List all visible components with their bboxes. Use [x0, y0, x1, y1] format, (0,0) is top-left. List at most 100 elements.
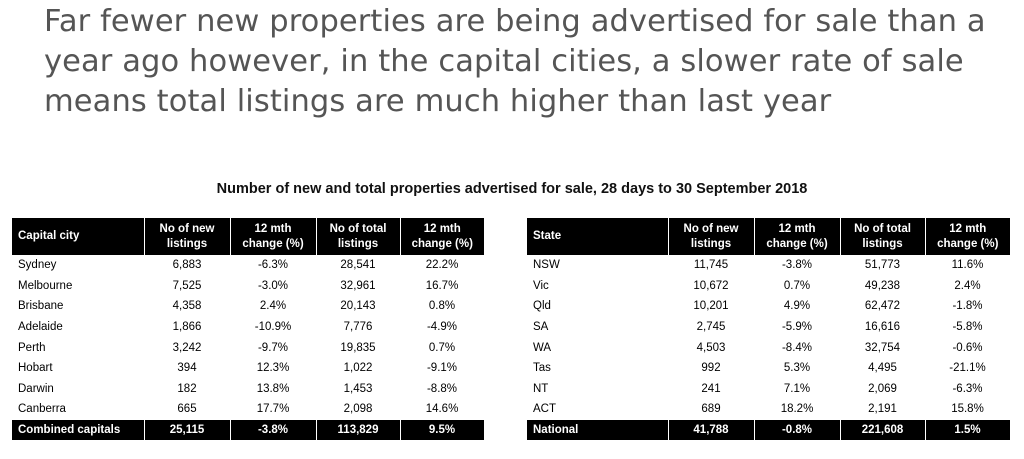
total-total-listings-change: 1.5%	[925, 419, 1011, 441]
table-row: ACT 689 18.2% 2,191 15.8%	[527, 399, 1011, 420]
header-new-listings-change: 12 mth change (%)	[754, 218, 841, 255]
total-new-listings: 25,115	[144, 419, 231, 441]
cell-total-listings: 1,022	[316, 357, 401, 379]
cell-new-listings: 4,358	[144, 296, 231, 317]
table-row: Perth 3,242 -9.7% 19,835 0.7%	[12, 337, 485, 358]
header-total-listings-change: 12 mth change (%)	[925, 218, 1010, 255]
cell-total-listings-change: -0.6%	[925, 337, 1011, 358]
cell-new-listings-change: 13.8%	[230, 378, 317, 400]
header-new-listings: No of new listings	[668, 218, 755, 255]
total-row: Combined capitals 25,115 -3.8% 113,829 9.5%	[12, 419, 485, 441]
cell-new-listings-change: 5.3%	[754, 357, 841, 379]
total-new-listings: 41,788	[668, 419, 755, 441]
cell-region: NT	[527, 378, 669, 400]
total-total-listings: 113,829	[316, 419, 401, 441]
total-region: National	[527, 419, 669, 441]
cell-new-listings-change: 17.7%	[230, 399, 317, 420]
cell-new-listings: 4,503	[668, 337, 755, 358]
cell-new-listings: 1,866	[144, 316, 231, 338]
cell-region: NSW	[527, 255, 669, 276]
table-row: WA 4,503 -8.4% 32,754 -0.6%	[527, 337, 1011, 358]
cell-new-listings-change: 18.2%	[754, 399, 841, 420]
header-total-listings: No of total listings	[316, 218, 401, 255]
table-row: Vic 10,672 0.7% 49,238 2.4%	[527, 275, 1011, 297]
total-region: Combined capitals	[12, 419, 145, 441]
header-total-listings: No of total listings	[840, 218, 926, 255]
cell-new-listings-change: -9.7%	[230, 337, 317, 358]
table-row: Brisbane 4,358 2.4% 20,143 0.8%	[12, 296, 485, 317]
cell-new-listings: 182	[144, 378, 231, 400]
cell-region: SA	[527, 316, 669, 338]
cell-region: Canberra	[12, 399, 145, 420]
cell-total-listings-change: -4.9%	[400, 316, 485, 338]
table-row: Tas 992 5.3% 4,495 -21.1%	[527, 357, 1011, 379]
total-total-listings: 221,608	[840, 419, 926, 441]
table-row: Melbourne 7,525 -3.0% 32,961 16.7%	[12, 275, 485, 297]
capital-city-table: Capital city No of new listings 12 mth cha…	[12, 218, 485, 441]
cell-region: Sydney	[12, 255, 145, 276]
cell-new-listings-change: -10.9%	[230, 316, 317, 338]
table-row: SA 2,745 -5.9% 16,616 -5.8%	[527, 316, 1011, 338]
cell-region: Adelaide	[12, 316, 145, 338]
cell-region: Melbourne	[12, 275, 145, 297]
cell-new-listings: 11,745	[668, 255, 755, 276]
cell-new-listings-change: 2.4%	[230, 296, 317, 317]
cell-new-listings: 241	[668, 378, 755, 400]
cell-total-listings: 1,453	[316, 378, 401, 400]
cell-new-listings-change: -6.3%	[230, 255, 317, 276]
total-new-listings-change: -0.8%	[754, 419, 841, 441]
cell-new-listings: 10,201	[668, 296, 755, 317]
cell-total-listings-change: 22.2%	[400, 255, 485, 276]
headline: Far fewer new properties are being adver…	[44, 4, 986, 119]
total-new-listings-change: -3.8%	[230, 419, 317, 441]
cell-total-listings-change: 2.4%	[925, 275, 1011, 297]
cell-new-listings-change: -3.8%	[754, 255, 841, 276]
cell-region: Tas	[527, 357, 669, 379]
cell-new-listings: 3,242	[144, 337, 231, 358]
table-row: Qld 10,201 4.9% 62,472 -1.8%	[527, 296, 1011, 317]
cell-total-listings-change: 0.8%	[400, 296, 485, 317]
table-subtitle: Number of new and total properties adver…	[216, 181, 808, 197]
cell-region: WA	[527, 337, 669, 358]
table-header-row: Capital city No of new listings 12 mth cha…	[12, 218, 484, 255]
cell-total-listings: 16,616	[840, 316, 926, 338]
cell-total-listings: 19,835	[316, 337, 401, 358]
cell-new-listings-change: 0.7%	[754, 275, 841, 297]
cell-new-listings: 992	[668, 357, 755, 379]
table-row: Darwin 182 13.8% 1,453 -8.8%	[12, 378, 485, 400]
table-row: Hobart 394 12.3% 1,022 -9.1%	[12, 357, 485, 379]
cell-region: Darwin	[12, 378, 145, 400]
cell-total-listings: 2,069	[840, 378, 926, 400]
cell-region: ACT	[527, 399, 669, 420]
header-new-listings: No of new listings	[144, 218, 231, 255]
cell-total-listings-change: -9.1%	[400, 357, 485, 379]
table-row: Canberra 665 17.7% 2,098 14.6%	[12, 399, 485, 420]
cell-total-listings-change: 16.7%	[400, 275, 485, 297]
cell-total-listings-change: 11.6%	[925, 255, 1011, 276]
cell-total-listings: 2,098	[316, 399, 401, 420]
cell-total-listings-change: 0.7%	[400, 337, 485, 358]
cell-total-listings: 7,776	[316, 316, 401, 338]
cell-new-listings-change: -5.9%	[754, 316, 841, 338]
cell-new-listings-change: 4.9%	[754, 296, 841, 317]
cell-total-listings: 49,238	[840, 275, 926, 297]
cell-total-listings-change: -1.8%	[925, 296, 1011, 317]
header-total-listings-change: 12 mth change (%)	[400, 218, 484, 255]
cell-total-listings-change: -21.1%	[925, 357, 1011, 379]
header-new-listings-change: 12 mth change (%)	[230, 218, 317, 255]
header-region: Capital city	[12, 218, 145, 255]
cell-new-listings: 394	[144, 357, 231, 379]
cell-total-listings: 51,773	[840, 255, 926, 276]
cell-total-listings: 4,495	[840, 357, 926, 379]
cell-region: Qld	[527, 296, 669, 317]
header-region: State	[527, 218, 669, 255]
cell-new-listings-change: -8.4%	[754, 337, 841, 358]
state-table: State No of new listings 12 mth change (%)…	[527, 218, 1011, 441]
cell-new-listings: 665	[144, 399, 231, 420]
cell-new-listings: 2,745	[668, 316, 755, 338]
cell-new-listings-change: -3.0%	[230, 275, 317, 297]
table-row: Sydney 6,883 -6.3% 28,541 22.2%	[12, 255, 485, 276]
cell-region: Brisbane	[12, 296, 145, 317]
cell-total-listings-change: 14.6%	[400, 399, 485, 420]
table-row: NSW 11,745 -3.8% 51,773 11.6%	[527, 255, 1011, 276]
